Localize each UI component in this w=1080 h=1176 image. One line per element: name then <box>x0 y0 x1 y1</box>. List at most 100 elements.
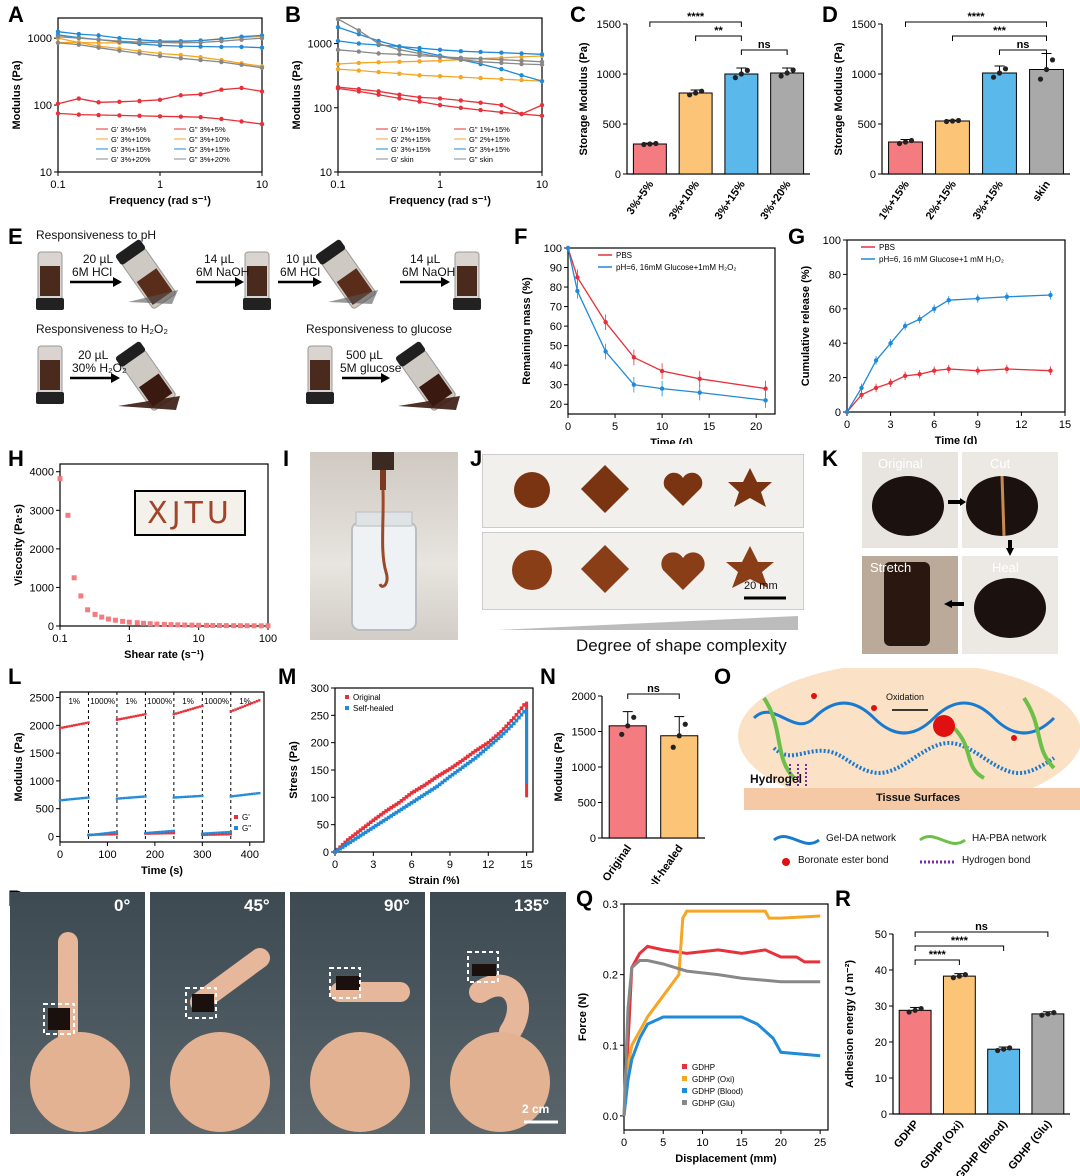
data-point <box>343 840 348 845</box>
data-dot <box>896 140 903 147</box>
data-point <box>234 794 237 798</box>
data-point <box>483 742 488 747</box>
data-point <box>231 794 235 798</box>
bar <box>770 72 805 175</box>
series-7-point <box>259 35 265 41</box>
y-tick-label: 0 <box>870 169 876 181</box>
data-point <box>522 703 526 707</box>
y-tick-label: 1000 <box>30 582 54 594</box>
data-point <box>108 833 112 836</box>
data-point <box>189 622 195 628</box>
data-point <box>106 833 109 836</box>
legend-entry: GDHP <box>692 1063 715 1072</box>
k-stretch: Stretch <box>870 560 912 575</box>
o-oxidation: Oxidation <box>886 692 925 702</box>
data-point <box>340 842 345 847</box>
x-tick-label: 100 <box>259 633 277 645</box>
data-point <box>425 781 429 786</box>
series-7-point <box>117 39 122 44</box>
data-point <box>463 763 468 768</box>
legend-swatch <box>345 706 349 710</box>
series-1-point <box>478 100 483 105</box>
data-point <box>460 765 465 770</box>
significance-bracket <box>649 21 742 27</box>
data-point <box>87 834 90 837</box>
bar <box>632 143 667 175</box>
data-point <box>338 846 342 851</box>
data-point <box>384 817 388 821</box>
data-point <box>432 786 437 790</box>
legend-entry: G' 3%+15% <box>391 145 431 154</box>
data-point <box>182 795 185 799</box>
panel-label-g: G <box>788 224 806 249</box>
y-axis-label: Stress (Pa) <box>288 741 300 799</box>
data-point <box>229 830 232 834</box>
series-5-point <box>397 44 402 49</box>
series-5-point <box>55 29 61 34</box>
y-tick-label: 30 <box>550 380 562 392</box>
y-tick-label: 100 <box>311 792 329 804</box>
significance-label: ns <box>647 683 660 695</box>
series-7-point <box>458 55 464 61</box>
y-tick-label: 0 <box>323 847 329 859</box>
data-point <box>184 709 187 712</box>
data-point <box>146 831 149 835</box>
legend-entry: GDHP (Blood) <box>692 1087 743 1096</box>
bar <box>982 72 1017 175</box>
data-point <box>141 795 145 798</box>
data-point <box>512 716 516 720</box>
series-7-point <box>519 58 524 63</box>
data-point <box>106 831 109 835</box>
y-axis-label: Modulus (Pa) <box>11 60 23 129</box>
data-point <box>132 715 135 718</box>
series-2-point <box>397 59 402 64</box>
significance-label: **** <box>929 949 947 961</box>
data-point <box>239 794 242 797</box>
x-axis-label: Displacement (mm) <box>675 1153 777 1165</box>
legend-swatch <box>234 815 238 819</box>
y-tick-label: 20 <box>829 373 841 385</box>
data-dot <box>943 118 950 125</box>
series-5-point <box>499 66 504 72</box>
data-point <box>57 476 63 482</box>
data-point <box>476 753 480 758</box>
bar <box>608 725 647 839</box>
data-point <box>222 833 225 836</box>
data-point <box>127 796 130 799</box>
data-point <box>177 711 180 715</box>
data-point <box>412 789 416 794</box>
data-point <box>483 747 488 752</box>
data-point <box>402 797 406 801</box>
data-point <box>140 620 146 626</box>
legend-swatch <box>682 1088 687 1093</box>
y-tick-label: 0.3 <box>603 899 618 911</box>
series-4-point <box>417 45 422 51</box>
x-tick-label: 20 <box>775 1137 787 1149</box>
data-point <box>153 831 157 834</box>
series-6-point <box>478 59 483 64</box>
series-6-point <box>137 51 142 56</box>
data-point <box>358 828 363 832</box>
data-point <box>417 786 422 791</box>
bar <box>935 120 970 175</box>
data-point <box>112 617 118 623</box>
data-point <box>386 807 391 812</box>
data-point <box>80 722 83 726</box>
data-point <box>356 830 360 834</box>
series-1-point <box>55 101 61 106</box>
data-point <box>70 724 74 727</box>
data-point <box>348 836 353 840</box>
data-point <box>110 831 114 834</box>
data-point <box>430 787 434 792</box>
y-tick-label: 1500 <box>852 19 876 31</box>
y-tick-label: 3000 <box>30 505 54 517</box>
k-original: Original <box>878 456 923 471</box>
data-point <box>210 831 214 835</box>
series-0-point <box>417 99 422 104</box>
data-dot <box>996 70 1003 76</box>
data-point <box>234 708 237 711</box>
data-point <box>84 796 88 799</box>
data-point <box>85 607 91 613</box>
significance-bracket <box>914 931 1049 937</box>
data-point <box>506 726 511 731</box>
